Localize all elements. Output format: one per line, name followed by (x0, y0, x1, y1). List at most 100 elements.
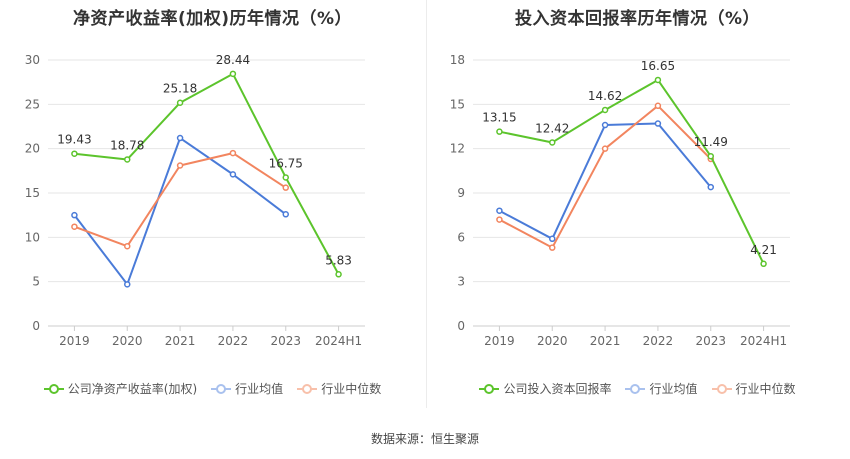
data-point-company (335, 271, 342, 278)
panel-divider (426, 0, 427, 408)
data-label: 5.83 (325, 253, 352, 267)
legend-label-company-roe: 公司净资产收益率(加权) (67, 382, 198, 396)
series-line-average (498, 122, 712, 240)
data-label: 18.78 (110, 138, 144, 152)
data-label: 28.44 (216, 53, 250, 67)
y-tick-label: 0 (457, 319, 465, 333)
data-label: 19.43 (57, 133, 91, 147)
data-source-note: 数据来源：恒生聚源 (370, 432, 479, 446)
legend-label-industry-median: 行业中位数 (735, 382, 796, 396)
data-point-company (176, 99, 184, 106)
roe-legend: 公司净资产收益率(加权) 行业均值 行业中位数 (0, 380, 425, 397)
x-tick-label: 2020 (537, 334, 568, 348)
data-point-company (229, 70, 237, 78)
data-point-average (707, 183, 714, 191)
legend-label-company-roic: 公司投入资本回报率 (503, 382, 612, 396)
data-point-company (601, 106, 609, 114)
x-tick-label: 2021 (165, 334, 196, 348)
data-point-average (282, 211, 289, 218)
x-tick-label: 2023 (270, 334, 301, 348)
x-tick-label: 2021 (590, 334, 621, 348)
data-point-median (282, 184, 289, 191)
series-line-company (499, 78, 765, 265)
data-point-company (496, 128, 503, 135)
roe-chart-svg: 0 5 10 15 20 25 30 2019 2020 2021 2022 2023 2024H1 19… (25, 53, 365, 348)
data-point-median (229, 149, 237, 157)
roic-chart-title: 投入资本回报率历年情况（%） (514, 9, 761, 29)
legend-label-industry-average: 行业均值 (649, 382, 698, 396)
y-tick-label: 20 (25, 142, 40, 156)
data-point-company (282, 174, 289, 181)
data-label: 25.18 (163, 82, 197, 96)
y-tick-label: 15 (450, 97, 465, 111)
roic-legend: 公司投入资本回报率 行业均值 行业中位数 (425, 380, 850, 397)
y-tick-label: 5 (32, 275, 40, 289)
data-point-average (601, 121, 609, 129)
x-tick-label: 2024H1 (315, 334, 362, 348)
y-tick-label: 9 (457, 186, 465, 200)
data-label: 12.42 (535, 121, 569, 135)
legend-swatch-median (711, 383, 732, 394)
data-point-average (654, 120, 662, 127)
y-tick-label: 12 (450, 142, 465, 156)
legend-swatch-median (297, 383, 318, 394)
data-label: 16.65 (641, 59, 675, 73)
x-tick-label: 2020 (112, 334, 143, 348)
y-tick-label: 3 (457, 275, 465, 289)
data-point-median (496, 216, 503, 223)
data-point-average (229, 171, 237, 178)
data-point-average (496, 207, 503, 214)
x-tick-label: 2023 (695, 334, 726, 348)
series-line-company (74, 72, 340, 275)
roic-chart-svg: 0 3 6 9 12 15 18 2019 2020 2021 2022 2023 2024H1 13.1… (450, 53, 790, 348)
x-tick-label: 2024H1 (740, 334, 787, 348)
legend-label-industry-median: 行业中位数 (321, 382, 382, 396)
y-tick-label: 6 (457, 230, 465, 244)
legend-item-company-roe[interactable]: 公司净资产收益率(加权) (43, 380, 198, 397)
data-label: 16.75 (269, 156, 303, 170)
data-label: 11.49 (694, 135, 728, 149)
data-point-company (760, 260, 767, 268)
x-tick-label: 2022 (643, 334, 674, 348)
x-tick-label: 2019 (59, 334, 90, 348)
legend-item-industry-median[interactable]: 行业中位数 (711, 380, 796, 397)
legend-swatch-average (625, 383, 646, 394)
legend-swatch-company (43, 383, 64, 394)
roe-chart-title: 净资产收益率(加权)历年情况（%） (72, 9, 353, 29)
data-point-median (176, 162, 184, 169)
series-line-average (73, 137, 287, 286)
legend-item-industry-median[interactable]: 行业中位数 (297, 380, 381, 397)
roic-chart-panel: 投入资本回报率历年情况（%） 0 3 6 9 12 15 18 2019 2020 2021 202… (425, 0, 850, 410)
data-point-average (71, 211, 78, 219)
data-point-company (71, 150, 78, 157)
data-point-median (71, 223, 78, 230)
y-tick-label: 30 (25, 53, 40, 67)
x-tick-label: 2022 (218, 334, 249, 348)
y-tick-label: 25 (25, 97, 40, 111)
y-tick-label: 15 (25, 186, 40, 200)
data-point-median (549, 244, 556, 251)
data-point-median (601, 145, 609, 152)
x-tick-label: 2019 (484, 334, 515, 348)
data-point-average (549, 235, 556, 243)
data-label: 4.21 (750, 243, 777, 257)
data-point-company (654, 76, 662, 84)
data-label: 13.15 (482, 111, 516, 125)
data-point-company (124, 156, 131, 163)
legend-item-industry-average[interactable]: 行业均值 (211, 380, 283, 397)
y-tick-label: 0 (32, 319, 40, 333)
data-point-median (654, 102, 662, 110)
data-point-median (124, 242, 131, 250)
legend-swatch-average (211, 383, 232, 394)
legend-item-industry-average[interactable]: 行业均值 (625, 380, 698, 397)
legend-item-company-roic[interactable]: 公司投入资本回报率 (479, 380, 611, 397)
data-point-company (707, 152, 714, 160)
data-label: 14.62 (588, 89, 622, 103)
roe-chart-panel: 净资产收益率(加权)历年情况（%） 0 5 10 15 20 25 30 2019 2020 20… (0, 0, 425, 410)
legend-label-industry-average: 行业均值 (235, 382, 284, 396)
data-point-company (549, 139, 556, 146)
data-point-average (124, 281, 131, 288)
data-point-average (176, 134, 184, 142)
y-tick-label: 10 (25, 230, 40, 244)
legend-swatch-company (479, 383, 500, 394)
